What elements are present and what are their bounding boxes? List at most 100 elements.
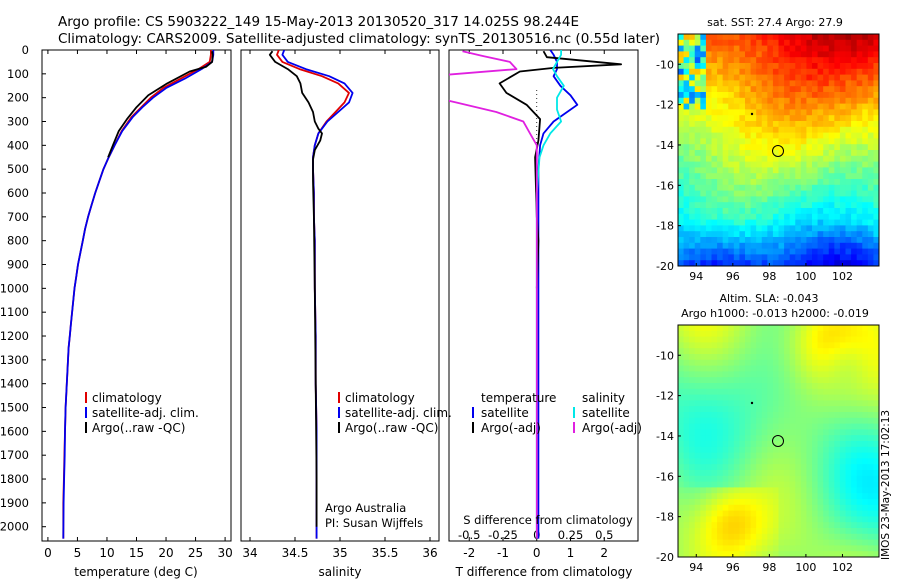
heatmap-cell — [745, 551, 751, 558]
heatmap-cell — [856, 126, 863, 133]
heatmap-cell — [689, 359, 696, 366]
heatmap-cell — [784, 97, 791, 104]
heatmap-cell — [828, 504, 835, 511]
heatmap-cell — [694, 254, 701, 261]
heatmap-cell — [739, 213, 746, 220]
salinity-legend: climatology satellite-adj. clim. Argo(..… — [338, 391, 452, 435]
heatmap-cell — [823, 359, 830, 366]
heatmap-cell — [717, 406, 724, 413]
heatmap-cell — [828, 545, 835, 552]
heatmap-cell — [873, 458, 880, 465]
heatmap-cell — [795, 115, 802, 122]
heatmap-cell — [728, 115, 735, 122]
heatmap-cell — [750, 429, 757, 436]
heatmap-cell — [873, 179, 880, 186]
heatmap-cell — [806, 325, 813, 332]
heatmap-cell — [728, 51, 735, 58]
heatmap-cell — [823, 429, 830, 436]
heatmap-cell — [789, 39, 796, 46]
heatmap-cell — [812, 504, 818, 511]
heatmap-cell — [856, 132, 863, 139]
heatmap-cell — [678, 458, 684, 465]
heatmap-cell — [694, 86, 701, 93]
heatmap-cell — [784, 86, 791, 93]
heatmap-cell — [845, 539, 852, 546]
heatmap-cell — [711, 155, 718, 162]
heatmap-cell — [873, 406, 880, 413]
heatmap-cell — [717, 365, 724, 372]
heatmap-cell — [689, 248, 696, 255]
heatmap-cell — [717, 242, 724, 249]
heatmap-cell — [705, 231, 712, 238]
heatmap-cell — [784, 237, 791, 244]
heatmap-cell — [862, 179, 869, 186]
heatmap-cell — [845, 254, 852, 261]
heatmap-cell — [739, 412, 746, 419]
heatmap-cell — [828, 121, 835, 128]
heatmap-cell — [800, 219, 807, 226]
heatmap-cell — [834, 254, 841, 261]
heatmap-cell — [700, 86, 707, 93]
heatmap-cell — [683, 394, 690, 401]
heatmap-cell — [678, 248, 684, 255]
heatmap-cell — [756, 115, 763, 122]
heatmap-cell — [784, 219, 791, 226]
heatmap-cell — [705, 167, 712, 174]
heatmap-cell — [678, 516, 684, 523]
heatmap-cell — [700, 435, 707, 442]
heatmap-cell — [784, 80, 791, 87]
heatmap-cell — [812, 121, 818, 128]
heatmap-cell — [867, 248, 874, 255]
heatmap-cell — [767, 68, 774, 75]
heatmap-cell — [750, 499, 757, 506]
heatmap-cell — [789, 248, 796, 255]
heatmap-cell — [678, 533, 684, 540]
heatmap-cell — [800, 68, 807, 75]
heatmap-cell — [856, 528, 863, 535]
heatmap-cell — [856, 522, 863, 529]
heatmap-cell — [778, 225, 785, 232]
heatmap-cell — [828, 167, 835, 174]
heatmap-cell — [705, 109, 712, 116]
heatmap-cell — [856, 470, 863, 477]
heatmap-cell — [756, 126, 763, 133]
heatmap-cell — [795, 365, 802, 372]
heatmap-cell — [728, 97, 735, 104]
y-tick-label: 800 — [7, 234, 29, 248]
heatmap-cell — [722, 394, 729, 401]
heatmap-cell — [717, 161, 724, 168]
heatmap-cell — [834, 161, 841, 168]
heatmap-cell — [795, 138, 802, 145]
heatmap-cell — [823, 155, 830, 162]
heatmap-cell — [767, 115, 774, 122]
heatmap-cell — [806, 115, 813, 122]
heatmap-cell — [851, 248, 858, 255]
heatmap-cell — [862, 237, 869, 244]
heatmap-cell — [717, 51, 724, 58]
heatmap-cell — [867, 103, 874, 110]
heatmap-cell — [683, 196, 690, 203]
heatmap-cell — [823, 441, 830, 448]
heatmap-cell — [795, 475, 802, 482]
heatmap-cell — [867, 63, 874, 70]
heatmap-cell — [700, 115, 707, 122]
heatmap-cell — [711, 441, 718, 448]
heatmap-cell — [722, 97, 729, 104]
heatmap-cell — [700, 493, 707, 500]
heatmap-cell — [678, 202, 684, 209]
heatmap-cell — [711, 499, 718, 506]
heatmap-cell — [834, 103, 841, 110]
heatmap-cell — [772, 400, 779, 407]
heatmap-cell — [862, 190, 869, 197]
heatmap-cell — [733, 121, 740, 128]
heatmap-cell — [817, 51, 824, 58]
heatmap-cell — [705, 97, 712, 104]
heatmap-cell — [689, 528, 696, 535]
heatmap-cell — [834, 74, 841, 81]
heatmap-cell — [700, 446, 707, 453]
heatmap-cell — [750, 470, 757, 477]
heatmap-cell — [756, 528, 763, 535]
heatmap-cell — [717, 354, 724, 361]
heatmap-cell — [823, 80, 830, 87]
heatmap-cell — [717, 190, 724, 197]
